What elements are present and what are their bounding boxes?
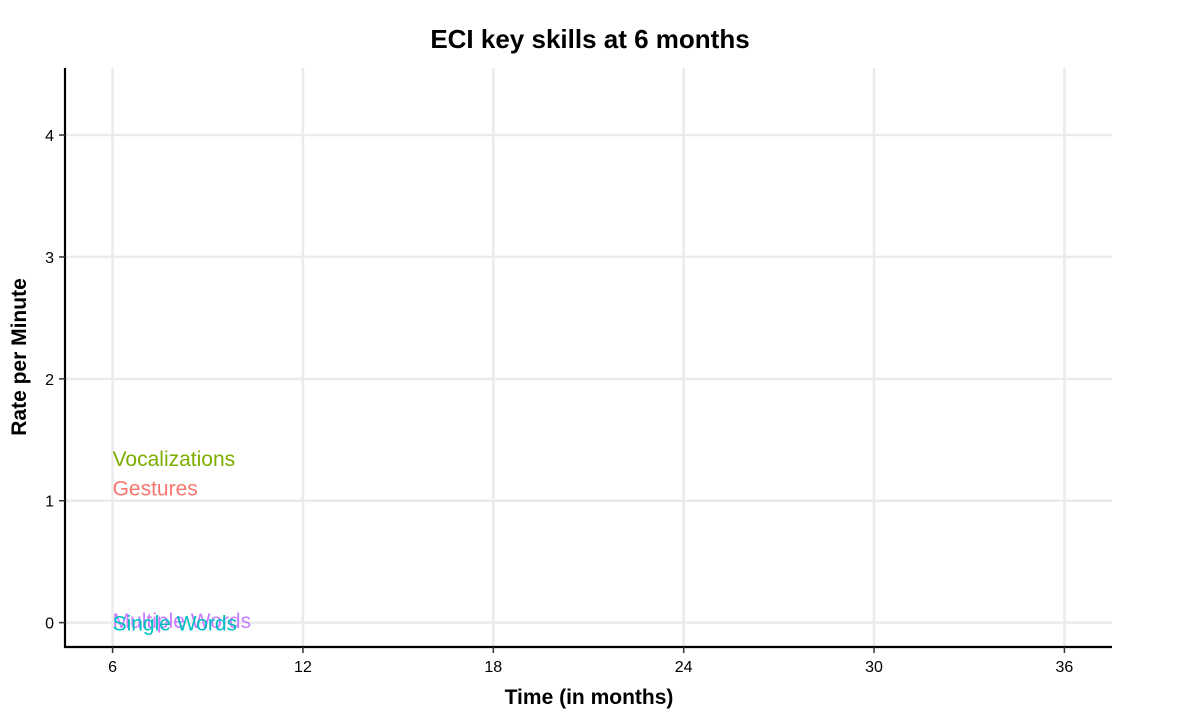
chart-title: ECI key skills at 6 months (430, 24, 750, 54)
y-tick-label-1: 1 (45, 494, 54, 511)
x-tick-label-30: 30 (865, 659, 883, 676)
x-tick-label-36: 36 (1056, 659, 1074, 676)
series-label-vocalizations: Vocalizations (113, 448, 236, 471)
series-label-gestures: Gestures (113, 477, 198, 500)
series-label-single-words: Single Words (113, 613, 238, 636)
x-tick-label-12: 12 (294, 659, 312, 676)
axes (63, 68, 1112, 649)
y-tick-label-2: 2 (45, 372, 54, 389)
series-label-multiple-words: Multiple Words (113, 610, 252, 633)
x-tick-label-6: 6 (108, 659, 117, 676)
series-labels: Vocalizations Gestures Multiple WordsSingl… (113, 448, 252, 636)
y-tick-label-0: 0 (45, 616, 54, 633)
y-tick-label-4: 4 (45, 128, 54, 145)
y-tick-label-3: 3 (45, 250, 54, 267)
y-axis-label: Rate per Minute (8, 278, 31, 436)
grid (65, 68, 1112, 647)
x-tick-label-18: 18 (484, 659, 502, 676)
x-tick-label-24: 24 (675, 659, 693, 676)
x-axis-label: Time (in months) (504, 686, 674, 709)
